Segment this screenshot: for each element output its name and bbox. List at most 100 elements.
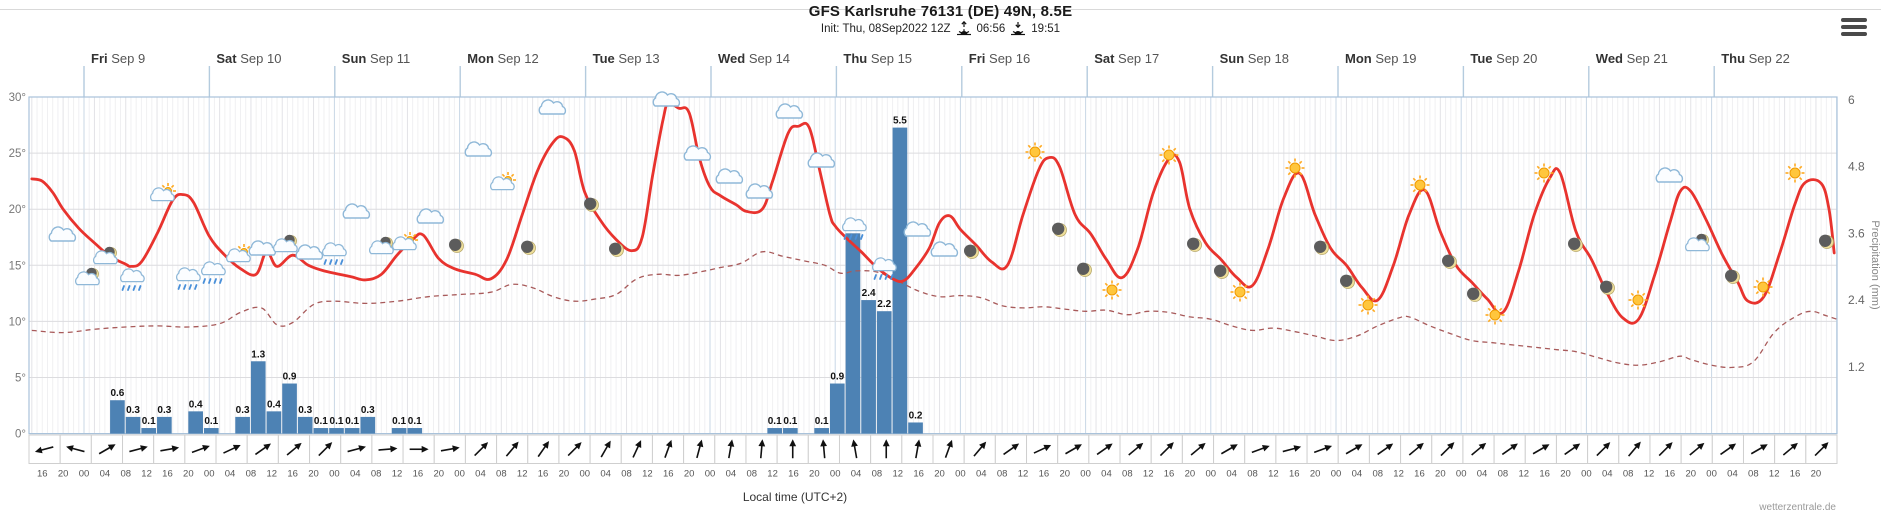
wind-arrow-icon (1282, 445, 1302, 453)
precip-bar (407, 428, 423, 434)
moon-cloud-icon (75, 267, 100, 286)
wind-arrow-icon (600, 440, 611, 458)
precip-bar (203, 428, 219, 434)
sun-icon (1628, 290, 1648, 310)
left-axis-tick: 5° (15, 373, 26, 385)
wind-arrow-icon (537, 441, 550, 458)
precip-bar (344, 428, 360, 434)
x-axis-tick-label: 20 (1685, 469, 1696, 480)
wind-arrow-icon (318, 442, 333, 457)
x-axis-tick-label: 00 (580, 469, 591, 480)
wind-arrow-icon (378, 445, 398, 453)
x-axis-tick-label: 04 (851, 469, 862, 480)
precip-bar-label: 0.3 (298, 405, 312, 416)
sun-cloud-icon (150, 183, 176, 202)
cloud-icon (903, 221, 932, 237)
left-axis-tick: 20° (9, 204, 26, 216)
cloud-icon (807, 152, 836, 168)
sunset-time: 19:51 (1031, 22, 1061, 35)
plot-frame (28, 96, 1838, 435)
watermark: wetterzentrale.de (1758, 502, 1836, 513)
precip-bar (297, 416, 313, 434)
cloud-icon (342, 203, 371, 219)
wind-arrow-icon (1096, 443, 1113, 456)
x-axis-tick-label: 04 (1352, 469, 1363, 480)
sun-icon (1410, 175, 1430, 195)
sun-icon (1358, 295, 1378, 315)
right-axis-tick: 1.2 (1848, 360, 1865, 374)
moon-cloud-icon (1685, 233, 1710, 252)
wind-arrow-icon (1596, 442, 1611, 457)
rain-cloud-icon (872, 257, 897, 280)
wind-arrow-icon (347, 445, 366, 453)
x-axis-tick-label: 20 (1811, 469, 1822, 480)
x-axis-tick-label: 04 (100, 469, 111, 480)
precip-bar (188, 411, 203, 434)
wind-arrow-icon (160, 445, 180, 453)
cloud-icon (48, 226, 77, 242)
x-axis-tick-label: 20 (308, 469, 319, 480)
x-axis-tick-label: 08 (496, 469, 507, 480)
precip-bar-label: 0.1 (204, 416, 218, 427)
moon-icon (1600, 280, 1615, 295)
wind-arrow-icon (882, 439, 890, 459)
cloud-icon (745, 183, 774, 199)
wind-arrow-icon (254, 443, 271, 456)
precip-bar (329, 428, 344, 434)
x-axis-tick-label: 16 (1414, 469, 1425, 480)
x-axis-tick-label: 16 (1539, 469, 1550, 480)
wind-arrow-icon (129, 445, 148, 453)
wind-arrow-icon (914, 439, 922, 459)
rain-cloud-icon (176, 267, 201, 290)
cloud-icon (416, 208, 445, 224)
precip-bar-label: 2.4 (862, 288, 876, 299)
x-axis-tick-label: 12 (767, 469, 778, 480)
x-axis-tick-label: 08 (1372, 469, 1383, 480)
rain-cloud-icon (201, 261, 226, 284)
precip-bar-label: 0.9 (283, 372, 297, 383)
hamburger-menu-icon[interactable] (1841, 18, 1867, 38)
moon-icon (1187, 237, 1202, 252)
moon-cloud-icon (93, 246, 118, 265)
sun-icon (1102, 280, 1122, 300)
moon-icon (609, 242, 624, 257)
wind-cell (527, 434, 560, 464)
x-axis-tick-label: 20 (58, 469, 69, 480)
x-axis-tick-label: 04 (475, 469, 486, 480)
wind-arrow-icon (1190, 442, 1206, 456)
x-axis-tick-label: 16 (1164, 469, 1175, 480)
x-axis-tick-label: 04 (225, 469, 236, 480)
x-axis-tick-label: 12 (1393, 469, 1404, 480)
sun-icon (1285, 158, 1305, 178)
x-axis-tick-label: 16 (413, 469, 424, 480)
day-label: Fri Sep 16 (969, 51, 1030, 66)
wind-arrow-icon (1782, 442, 1798, 456)
left-axis-tick: 25° (9, 148, 26, 160)
moon-icon (1467, 287, 1482, 302)
x-axis-tick-label: 00 (955, 469, 966, 480)
left-axis-tick: 30° (9, 92, 26, 104)
x-axis-tick-label: 12 (141, 469, 152, 480)
precip-bar-label: 1.3 (251, 349, 265, 360)
moon-icon (1314, 240, 1329, 255)
x-axis-tick-label: 12 (1018, 469, 1029, 480)
x-axis-tick-label: 04 (350, 469, 361, 480)
precip-bar (250, 361, 266, 434)
cloud-icon (683, 145, 712, 161)
x-axis-tick-label: 00 (329, 469, 340, 480)
x-axis-tick-label: 20 (1059, 469, 1070, 480)
sun-icon (1753, 277, 1773, 297)
x-axis-tick-label: 08 (246, 469, 257, 480)
precip-bar-label: 0.1 (142, 416, 156, 427)
moon-icon (964, 244, 979, 259)
x-axis-tick-label: 00 (79, 469, 90, 480)
sun-icon (1785, 163, 1805, 183)
wind-arrow-icon (664, 439, 673, 458)
wind-arrow-icon (696, 439, 704, 459)
day-label: Sat Sep 17 (1094, 51, 1159, 66)
x-axis-tick-label: 04 (1602, 469, 1613, 480)
precip-bar (814, 428, 829, 434)
x-axis-tick-label: 16 (1289, 469, 1300, 480)
x-axis-tick-label: 08 (997, 469, 1008, 480)
